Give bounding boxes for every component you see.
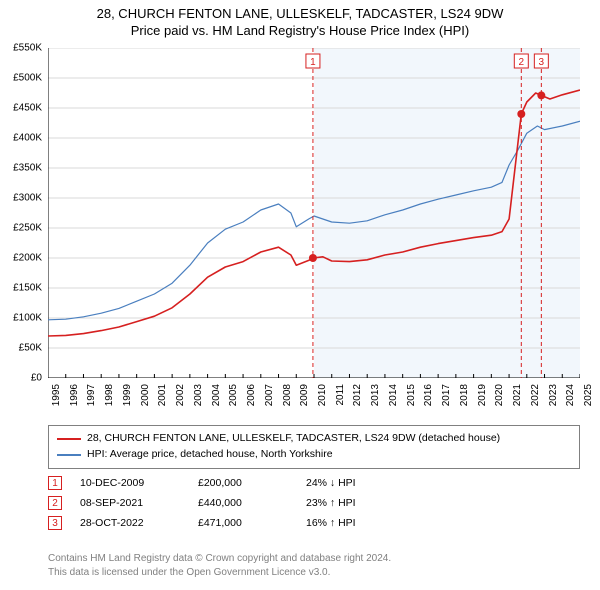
y-tick-label: £300K <box>13 193 42 204</box>
x-tick-label: 2002 <box>175 384 186 406</box>
y-axis: £0£50K£100K£150K£200K£250K£300K£350K£400… <box>0 48 46 378</box>
title-subtitle: Price paid vs. HM Land Registry's House … <box>0 23 600 38</box>
x-tick-label: 2003 <box>193 384 204 406</box>
x-tick-label: 2023 <box>548 384 559 406</box>
x-tick-label: 2024 <box>565 384 576 406</box>
svg-text:3: 3 <box>539 57 545 68</box>
y-tick-label: £400K <box>13 133 42 144</box>
chart-plot-area: 1 2 3 <box>48 48 580 378</box>
x-tick-label: 1997 <box>86 384 97 406</box>
x-tick-label: 2025 <box>583 384 594 406</box>
x-tick-label: 2005 <box>228 384 239 406</box>
event-marker: 1 <box>48 476 62 490</box>
event-row: 1 10-DEC-2009 £200,000 24% ↓ HPI <box>48 476 580 490</box>
footer-line-2: This data is licensed under the Open Gov… <box>48 566 580 580</box>
x-tick-label: 1999 <box>122 384 133 406</box>
y-tick-label: £150K <box>13 283 42 294</box>
event-date: 28-OCT-2022 <box>80 517 180 529</box>
event-pct: 16% ↑ HPI <box>306 517 406 529</box>
event-date: 10-DEC-2009 <box>80 477 180 489</box>
svg-text:2: 2 <box>519 57 525 68</box>
x-tick-label: 2016 <box>423 384 434 406</box>
x-tick-label: 2009 <box>299 384 310 406</box>
chart-svg: 1 2 3 <box>48 48 580 378</box>
legend-swatch <box>57 438 81 440</box>
x-tick-label: 2010 <box>317 384 328 406</box>
event-marker: 3 <box>48 516 62 530</box>
event-pct: 24% ↓ HPI <box>306 477 406 489</box>
svg-text:1: 1 <box>310 57 316 68</box>
x-tick-label: 2011 <box>335 384 346 406</box>
legend-swatch <box>57 454 81 456</box>
legend-label: HPI: Average price, detached house, Nort… <box>87 447 333 463</box>
x-tick-label: 1995 <box>51 384 62 406</box>
legend: 28, CHURCH FENTON LANE, ULLESKELF, TADCA… <box>48 425 580 469</box>
y-tick-label: £0 <box>31 373 42 384</box>
x-tick-label: 2007 <box>264 384 275 406</box>
x-tick-label: 2000 <box>140 384 151 406</box>
legend-row: HPI: Average price, detached house, Nort… <box>57 447 571 463</box>
x-tick-label: 2013 <box>370 384 381 406</box>
title-address: 28, CHURCH FENTON LANE, ULLESKELF, TADCA… <box>0 6 600 21</box>
event-row: 3 28-OCT-2022 £471,000 16% ↑ HPI <box>48 516 580 530</box>
event-price: £440,000 <box>198 497 288 509</box>
legend-label: 28, CHURCH FENTON LANE, ULLESKELF, TADCA… <box>87 431 500 447</box>
events-table: 1 10-DEC-2009 £200,000 24% ↓ HPI 2 08-SEP-202… <box>48 470 580 536</box>
event-date: 08-SEP-2021 <box>80 497 180 509</box>
x-tick-label: 2022 <box>530 384 541 406</box>
event-row: 2 08-SEP-2021 £440,000 23% ↑ HPI <box>48 496 580 510</box>
event-marker: 2 <box>48 496 62 510</box>
y-tick-label: £50K <box>19 343 42 354</box>
x-tick-label: 2014 <box>388 384 399 406</box>
x-axis: 1995 1996 1997 1998 1999 2000 2001 2002 2003 2004… <box>48 380 580 420</box>
x-tick-label: 2004 <box>211 384 222 406</box>
y-tick-label: £350K <box>13 163 42 174</box>
x-tick-label: 2020 <box>494 384 505 406</box>
title-block: 28, CHURCH FENTON LANE, ULLESKELF, TADCA… <box>0 0 600 38</box>
footer-line-1: Contains HM Land Registry data © Crown c… <box>48 552 580 566</box>
x-tick-label: 2019 <box>477 384 488 406</box>
x-tick-label: 2001 <box>157 384 168 406</box>
x-tick-label: 2021 <box>512 384 523 406</box>
footer: Contains HM Land Registry data © Crown c… <box>48 552 580 579</box>
event-pct: 23% ↑ HPI <box>306 497 406 509</box>
x-tick-label: 2006 <box>246 384 257 406</box>
x-tick-label: 1996 <box>69 384 80 406</box>
x-tick-label: 1998 <box>104 384 115 406</box>
x-tick-label: 2017 <box>441 384 452 406</box>
y-tick-label: £200K <box>13 253 42 264</box>
chart-container: 28, CHURCH FENTON LANE, ULLESKELF, TADCA… <box>0 0 600 590</box>
x-tick-label: 2018 <box>459 384 470 406</box>
y-tick-label: £250K <box>13 223 42 234</box>
y-tick-label: £450K <box>13 103 42 114</box>
x-tick-label: 2012 <box>352 384 363 406</box>
y-tick-label: £500K <box>13 73 42 84</box>
event-price: £200,000 <box>198 477 288 489</box>
event-price: £471,000 <box>198 517 288 529</box>
legend-row: 28, CHURCH FENTON LANE, ULLESKELF, TADCA… <box>57 431 571 447</box>
x-tick-label: 2015 <box>406 384 417 406</box>
x-tick-label: 2008 <box>282 384 293 406</box>
y-tick-label: £550K <box>13 43 42 54</box>
y-tick-label: £100K <box>13 313 42 324</box>
